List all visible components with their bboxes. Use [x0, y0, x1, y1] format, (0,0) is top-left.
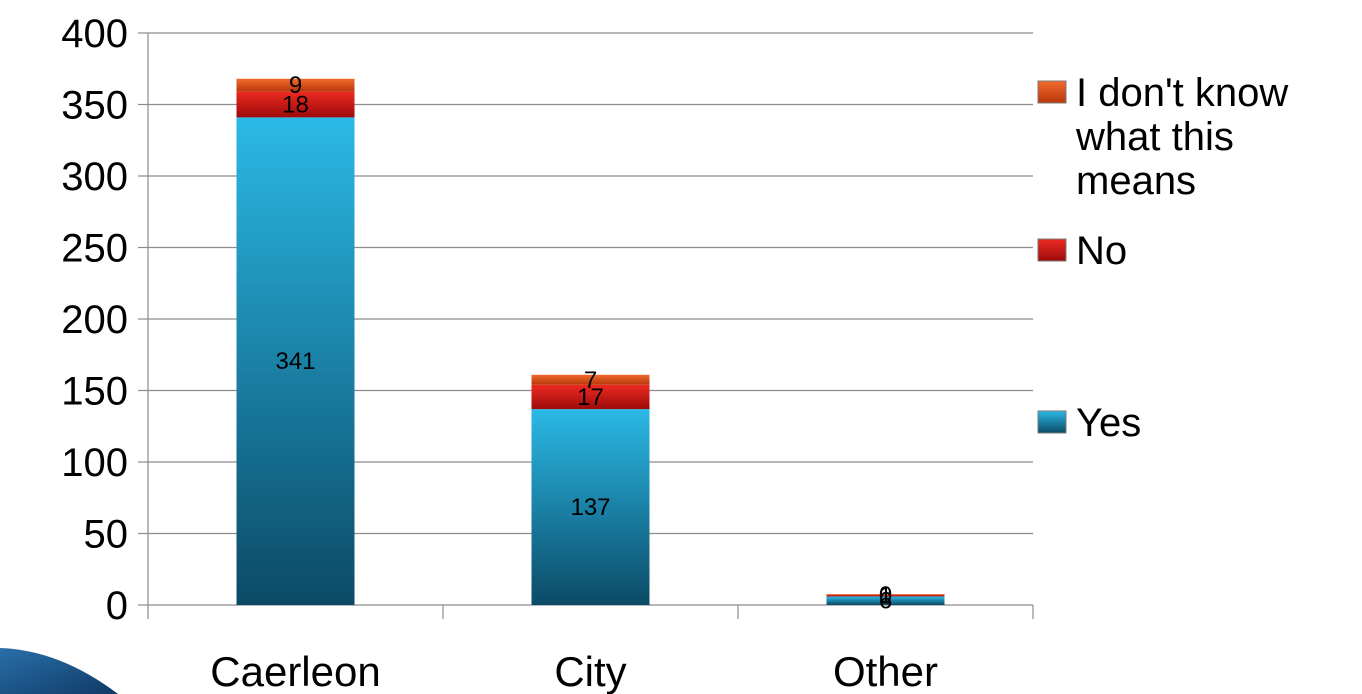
bar-segment-no — [826, 594, 945, 597]
x-tick-label: City — [554, 648, 626, 694]
legend-swatch — [1037, 410, 1067, 434]
bar-segment-i — [531, 374, 650, 385]
y-tick-label: 150 — [61, 370, 128, 414]
bar-segment-yes — [236, 117, 355, 606]
data-labels: 341 189 137 177 610 — [275, 72, 892, 615]
y-tick-label: 200 — [61, 298, 128, 342]
data-label: 341 — [275, 348, 315, 375]
y-tick-label: 350 — [61, 84, 128, 128]
y-tick-label: 400 — [61, 12, 128, 56]
bar-segment-no — [236, 91, 355, 118]
data-label: 1 — [879, 583, 892, 610]
y-tick-label: 50 — [84, 513, 129, 557]
bar-segment-i — [236, 78, 355, 92]
y-tick-label: 0 — [106, 584, 128, 628]
legend-swatch — [1037, 238, 1067, 262]
bar-segment-yes — [531, 409, 650, 605]
axes: 0 50 100 150 200 250 300 350 400 Caerleon City Othe… — [61, 12, 1034, 694]
y-tick-label: 100 — [61, 441, 128, 485]
data-label: 6 — [879, 588, 892, 615]
data-label: 9 — [289, 72, 302, 99]
data-label: 0 — [879, 582, 892, 609]
legend-label: No — [1076, 229, 1127, 273]
decorative-corner-swoosh — [0, 648, 118, 694]
data-label: 17 — [577, 384, 604, 411]
legend: I don't know what this means No Yes — [1037, 71, 1288, 445]
data-label: 7 — [584, 367, 597, 394]
bars — [236, 78, 945, 606]
legend-label: Yes — [1076, 401, 1141, 445]
x-tick-label: Other — [833, 648, 938, 694]
legend-swatch — [1037, 80, 1067, 104]
x-tick-label: Caerleon — [210, 648, 380, 694]
data-label: 18 — [282, 92, 309, 119]
y-tick-label: 300 — [61, 155, 128, 199]
bar-segment-yes — [826, 596, 945, 605]
y-tick-label: 250 — [61, 227, 128, 271]
bar-segment-i — [826, 594, 945, 595]
data-label: 137 — [570, 494, 610, 521]
bar-segment-no — [531, 384, 650, 410]
legend-label: I don't know what this means — [1075, 71, 1288, 203]
